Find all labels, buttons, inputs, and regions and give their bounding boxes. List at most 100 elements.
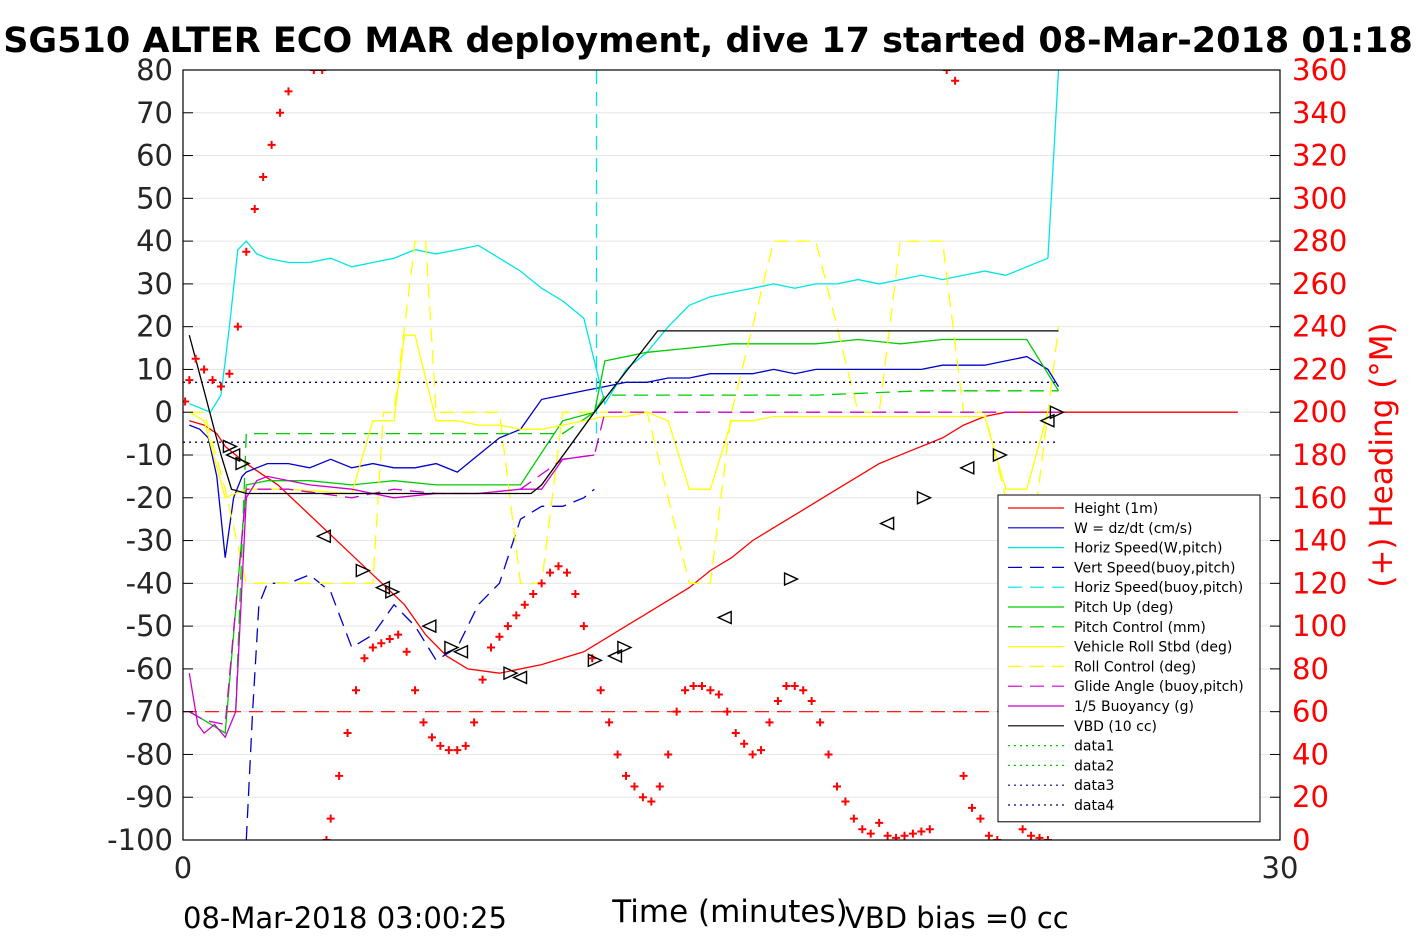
legend-label: 1/5 Buoyancy (g) [1074, 699, 1194, 715]
x-axis-label: Time (minutes) [611, 894, 847, 930]
heading-point [951, 76, 960, 85]
heading-point [470, 718, 479, 727]
heading-point [917, 827, 926, 836]
right-tick-label: 200 [1292, 395, 1347, 429]
heading-point [360, 654, 369, 663]
heading-point [883, 831, 892, 840]
heading-point [444, 746, 453, 755]
heading-point [495, 632, 504, 641]
left-tick-label: 30 [136, 267, 173, 301]
heading-point [453, 746, 462, 755]
heading-point [959, 771, 968, 780]
heading-point [377, 639, 386, 648]
left-tick-label: 60 [136, 139, 173, 173]
heading-point [427, 733, 436, 742]
right-tick-label: 140 [1292, 524, 1347, 558]
depth-marker [355, 563, 371, 578]
heading-point [402, 647, 411, 656]
depth-marker [783, 571, 800, 587]
x-tick-label: 0 [174, 851, 192, 885]
heading-point [731, 729, 740, 738]
heading-point [858, 825, 867, 834]
heading-point [335, 771, 344, 780]
heading-point [773, 696, 782, 705]
series-line [189, 70, 1060, 414]
series-line [235, 390, 1059, 712]
heading-point [351, 686, 360, 695]
left-tick-label: -10 [126, 438, 173, 472]
heading-point [892, 833, 901, 840]
heading-point [436, 741, 445, 750]
depth-marker [224, 447, 241, 463]
legend-label: W = dz/dt (cm/s) [1074, 521, 1193, 537]
left-tick-label: 50 [136, 181, 173, 215]
heading-point [185, 376, 194, 385]
heading-point [233, 322, 242, 331]
heading-point [799, 686, 808, 695]
depth-marker [587, 653, 604, 668]
depth-marker [235, 456, 251, 471]
heading-point [748, 750, 757, 759]
right-tick-label: 40 [1292, 737, 1329, 771]
heading-point [1018, 825, 1027, 834]
right-tick-label: 120 [1292, 566, 1347, 600]
legend-label: Vehicle Roll Stbd (deg) [1074, 640, 1232, 656]
heading-point [216, 382, 225, 391]
depth-marker [444, 640, 460, 655]
left-tick-label: -100 [107, 823, 173, 857]
right-tick-label: 0 [1292, 823, 1310, 857]
heading-point [900, 831, 909, 840]
left-tick-label: -70 [126, 695, 173, 729]
heading-point [1035, 833, 1044, 840]
depth-markers [222, 405, 1066, 685]
right-axis: 3603403203002802602402202001801601401201… [1270, 53, 1347, 857]
heading-point [326, 814, 335, 823]
heading-point [394, 630, 403, 639]
heading-point [503, 622, 512, 631]
heading-point [638, 793, 647, 802]
left-tick-label: 10 [136, 352, 173, 386]
x-tick-label: 30 [1262, 851, 1299, 885]
heading-point [866, 829, 875, 838]
left-tick-label: -80 [126, 737, 173, 771]
heading-point [225, 369, 234, 378]
legend-label: data4 [1074, 798, 1115, 814]
vbd-bias-label: VBD bias =0 cc [845, 901, 1069, 935]
chart-title: SG510 ALTER ECO MAR deployment, dive 17 … [3, 21, 1413, 61]
heading-point [984, 831, 993, 840]
heading-point [967, 803, 976, 812]
left-tick-label: -40 [126, 566, 173, 600]
heading-point [613, 750, 622, 759]
heading-point [765, 718, 774, 727]
legend-label: data3 [1074, 778, 1114, 794]
heading-point [293, 62, 301, 70]
heading-point [757, 746, 766, 755]
right-tick-label: 100 [1292, 609, 1347, 643]
legend-label: data2 [1074, 758, 1114, 774]
heading-point [284, 87, 293, 96]
heading-point [816, 718, 825, 727]
heading-point [309, 70, 318, 74]
left-tick-label: 40 [136, 224, 173, 258]
heading-point [681, 686, 690, 695]
heading-point [706, 686, 715, 695]
heading-point [571, 590, 580, 599]
heading-point [478, 675, 487, 684]
heading-point [242, 247, 251, 256]
legend-label: Height (1m) [1074, 501, 1158, 517]
heading-point [318, 70, 327, 74]
heading-point [832, 782, 841, 791]
heading-point [605, 718, 614, 727]
left-tick-label: -30 [126, 524, 173, 558]
heading-markers [183, 62, 1052, 840]
heading-point [411, 686, 420, 695]
series-line [188, 330, 1059, 495]
legend-label: Glide Angle (buoy,pitch) [1074, 679, 1244, 695]
left-tick-label: -60 [126, 652, 173, 686]
heading-point [841, 797, 850, 806]
right-tick-label: 260 [1292, 267, 1347, 301]
depth-marker [1049, 405, 1066, 420]
heading-point [976, 814, 985, 823]
heading-point [208, 376, 217, 385]
right-tick-label: 160 [1292, 481, 1347, 515]
